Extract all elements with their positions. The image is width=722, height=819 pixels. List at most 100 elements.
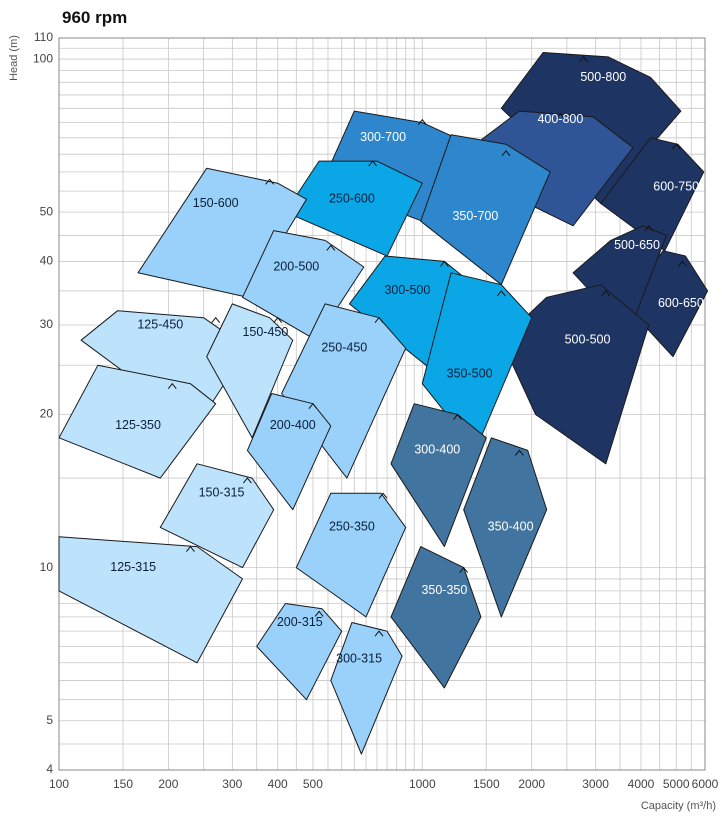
bep-marker	[417, 118, 427, 125]
y-axis-ticks: 4 5 10 20 30 40 50 100 110	[33, 30, 53, 776]
x-axis-label: Capacity (m³/h)	[641, 800, 716, 812]
y-tick-label: 30	[40, 317, 54, 331]
x-tick-label: 100	[49, 777, 69, 791]
pump-label: 250-600	[329, 192, 375, 206]
y-tick-label: 4	[46, 762, 53, 776]
chart-title: 960 rpm	[62, 8, 127, 27]
pump-polygon	[463, 437, 548, 618]
pump-polygon	[58, 364, 217, 479]
pump-polygon	[206, 303, 294, 439]
bep-marker	[374, 316, 384, 324]
bep-marker	[326, 244, 336, 251]
pump-label: 125-450	[137, 317, 183, 331]
pump-area-150-315: 150-315	[159, 463, 275, 569]
x-tick-label: 6000	[692, 777, 719, 791]
y-tick-label: 100	[33, 51, 53, 65]
x-tick-label: 3000	[582, 777, 609, 791]
pump-polygon	[390, 403, 487, 548]
pump-area-350-500: 350-500	[421, 272, 533, 451]
bep-marker	[273, 316, 283, 324]
pump-area-150-450: 150-450	[206, 303, 294, 439]
bep-marker	[167, 382, 177, 389]
y-tick-label: 10	[40, 560, 54, 574]
y-tick-label: 50	[40, 204, 54, 218]
bep-marker	[368, 160, 378, 167]
pump-polygon	[159, 463, 275, 569]
pump-area-125-315: 125-315	[58, 536, 243, 664]
bep-marker	[644, 225, 654, 232]
bep-marker	[678, 260, 687, 267]
y-axis-label: Head (m)	[8, 35, 20, 81]
x-tick-label: 5000	[663, 777, 690, 791]
pump-label: 125-315	[110, 560, 156, 574]
pump-area-600-750: 600-750	[600, 137, 705, 252]
pump-area-350-350: 350-350	[390, 546, 482, 689]
pump-label: 300-700	[360, 130, 406, 144]
x-tick-label: 500	[303, 777, 323, 791]
y-tick-label: 5	[46, 713, 53, 727]
pump-area-200-400: 200-400	[246, 393, 332, 511]
pump-label: 350-400	[488, 520, 534, 534]
x-tick-label: 2000	[518, 777, 545, 791]
pump-label: 250-350	[329, 520, 375, 534]
pump-area-400-800: 400-800	[474, 110, 634, 227]
y-tick-label: 40	[40, 254, 54, 268]
pump-area-300-400: 300-400	[390, 403, 487, 548]
bep-marker	[514, 449, 524, 456]
x-tick-label: 400	[268, 777, 288, 791]
pump-areas: 500-800 600-750 600-650 500-650 500-500 400-8…	[58, 52, 709, 755]
pump-label: 300-500	[384, 283, 430, 297]
bep-marker	[556, 113, 565, 120]
pump-polygon	[246, 393, 332, 511]
pump-area-125-350: 125-350	[58, 364, 217, 479]
pump-polygon	[295, 492, 407, 618]
x-tick-label: 4000	[628, 777, 655, 791]
bep-marker	[496, 290, 506, 297]
bep-marker	[453, 413, 462, 420]
pump-area-250-350: 250-350	[295, 492, 407, 618]
x-tick-label: 200	[158, 777, 178, 791]
pump-label: 250-450	[321, 340, 367, 354]
bep-marker	[579, 56, 589, 63]
pump-label: 500-800	[580, 70, 626, 84]
pump-polygon	[281, 303, 407, 479]
y-tick-label: 20	[40, 407, 54, 421]
pump-label: 600-650	[658, 296, 704, 310]
x-tick-label: 1500	[473, 777, 500, 791]
bep-marker	[265, 178, 275, 185]
pump-label: 150-600	[193, 196, 239, 210]
pump-label: 200-500	[273, 259, 319, 273]
pump-label: 300-400	[414, 443, 460, 457]
pump-label: 350-500	[447, 367, 493, 381]
x-tick-label: 150	[113, 777, 133, 791]
pump-polygon	[420, 134, 551, 286]
pump-label: 350-700	[452, 209, 498, 223]
pump-label: 600-750	[653, 179, 699, 193]
x-tick-label: 1000	[409, 777, 436, 791]
pump-polygon	[58, 536, 243, 664]
pump-area-500-500: 500-500	[500, 284, 650, 465]
pump-label: 350-350	[421, 583, 467, 597]
x-axis-ticks: 100 150 200 300 400 500 1000 1500 2000 3000 4000 50…	[49, 777, 719, 791]
bep-marker	[378, 492, 388, 499]
pump-label: 200-315	[277, 615, 323, 629]
bep-marker	[242, 477, 252, 484]
pump-label: 200-400	[270, 418, 316, 432]
bep-marker	[501, 150, 511, 157]
bep-marker	[671, 143, 681, 150]
x-tick-label: 300	[222, 777, 242, 791]
pump-label: 500-650	[614, 238, 660, 252]
pump-polygon	[330, 622, 403, 755]
bep-marker	[374, 630, 384, 637]
bep-marker	[186, 545, 195, 552]
pump-polygon	[284, 160, 423, 257]
pump-polygon	[256, 603, 343, 701]
y-tick-label: 110	[34, 30, 53, 44]
pump-area-200-315: 200-315	[256, 603, 343, 701]
bep-marker	[459, 566, 469, 573]
pump-label: 125-350	[115, 418, 161, 432]
pump-label: 500-500	[565, 332, 611, 346]
pump-area-300-315: 300-315	[330, 622, 403, 755]
pump-polygon	[390, 546, 482, 689]
